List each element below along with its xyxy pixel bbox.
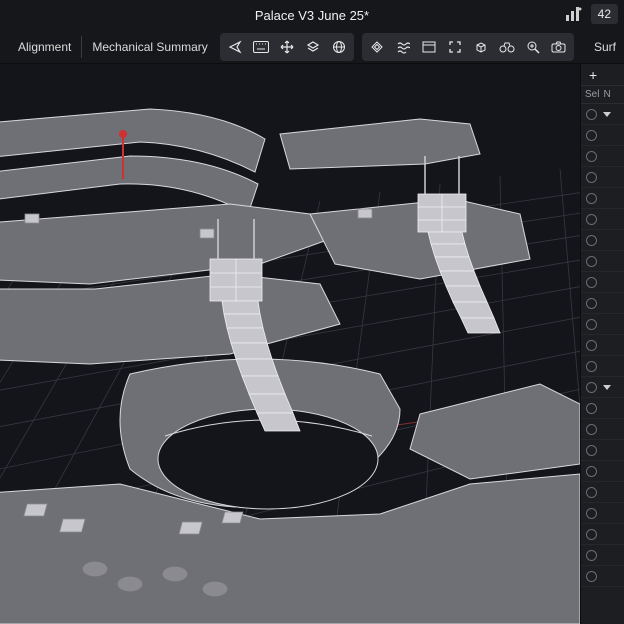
select-radio[interactable] <box>586 466 597 477</box>
surface-row[interactable] <box>581 146 624 167</box>
surface-row[interactable] <box>581 293 624 314</box>
camera-icon[interactable] <box>547 36 571 58</box>
zoom-icon[interactable] <box>521 36 545 58</box>
select-radio[interactable] <box>586 256 597 267</box>
viewport-3d[interactable] <box>0 64 580 624</box>
surface-row[interactable] <box>581 188 624 209</box>
layers-icon[interactable] <box>301 36 325 58</box>
panel-icon[interactable] <box>417 36 441 58</box>
title-bar: Palace V3 June 25* 42 <box>0 0 624 30</box>
surface-row[interactable] <box>581 566 624 587</box>
surface-row[interactable] <box>581 104 624 125</box>
move-icon[interactable] <box>275 36 299 58</box>
right-section-label[interactable]: Surf <box>584 36 616 58</box>
toolbar: Alignment Mechanical Summary Surf <box>0 30 624 64</box>
surface-row[interactable] <box>581 251 624 272</box>
surface-row[interactable] <box>581 335 624 356</box>
surface-row[interactable] <box>581 398 624 419</box>
select-radio[interactable] <box>586 214 597 225</box>
surface-row[interactable] <box>581 230 624 251</box>
counter-badge[interactable]: 42 <box>591 4 618 24</box>
surface-row[interactable] <box>581 482 624 503</box>
surface-row[interactable] <box>581 125 624 146</box>
select-radio[interactable] <box>586 550 597 561</box>
globe-icon[interactable] <box>327 36 351 58</box>
select-radio[interactable] <box>586 403 597 414</box>
scene-canvas[interactable] <box>0 64 580 624</box>
select-radio[interactable] <box>586 172 597 183</box>
surface-row[interactable] <box>581 461 624 482</box>
select-radio[interactable] <box>586 445 597 456</box>
surface-row[interactable] <box>581 209 624 230</box>
tab-mechanical-summary[interactable]: Mechanical Summary <box>82 36 217 58</box>
select-radio[interactable] <box>586 361 597 372</box>
cube-icon[interactable] <box>469 36 493 58</box>
surface-row[interactable] <box>581 524 624 545</box>
panel-column-headers: Sel N <box>581 86 624 104</box>
surface-row[interactable] <box>581 377 624 398</box>
signal-icon[interactable] <box>565 5 583 23</box>
surface-row[interactable] <box>581 356 624 377</box>
diamond-icon[interactable] <box>365 36 389 58</box>
surface-row[interactable] <box>581 503 624 524</box>
select-radio[interactable] <box>586 298 597 309</box>
select-radio[interactable] <box>586 382 597 393</box>
select-radio[interactable] <box>586 487 597 498</box>
select-radio[interactable] <box>586 130 597 141</box>
select-radio[interactable] <box>586 277 597 288</box>
disclosure-icon[interactable] <box>603 112 611 117</box>
surface-row[interactable] <box>581 314 624 335</box>
expand-icon[interactable] <box>443 36 467 58</box>
surfaces-panel: + Sel N <box>580 64 624 624</box>
waves-icon[interactable] <box>391 36 415 58</box>
disclosure-icon[interactable] <box>603 385 611 390</box>
select-radio[interactable] <box>586 424 597 435</box>
add-surface-button[interactable]: + <box>581 64 624 86</box>
select-radio[interactable] <box>586 109 597 120</box>
select-radio[interactable] <box>586 193 597 204</box>
select-radio[interactable] <box>586 508 597 519</box>
select-radio[interactable] <box>586 571 597 582</box>
surface-row[interactable] <box>581 272 624 293</box>
document-title: Palace V3 June 25* <box>255 8 369 23</box>
surface-row[interactable] <box>581 440 624 461</box>
tab-alignment[interactable]: Alignment <box>8 36 82 58</box>
select-radio[interactable] <box>586 529 597 540</box>
surface-row[interactable] <box>581 167 624 188</box>
tool-groups <box>220 33 574 61</box>
select-radio[interactable] <box>586 151 597 162</box>
nav-arrow-icon[interactable] <box>223 36 247 58</box>
select-radio[interactable] <box>586 319 597 330</box>
surface-row[interactable] <box>581 545 624 566</box>
binoculars-icon[interactable] <box>495 36 519 58</box>
keyboard-icon[interactable] <box>249 36 273 58</box>
select-radio[interactable] <box>586 235 597 246</box>
surface-row[interactable] <box>581 419 624 440</box>
select-radio[interactable] <box>586 340 597 351</box>
